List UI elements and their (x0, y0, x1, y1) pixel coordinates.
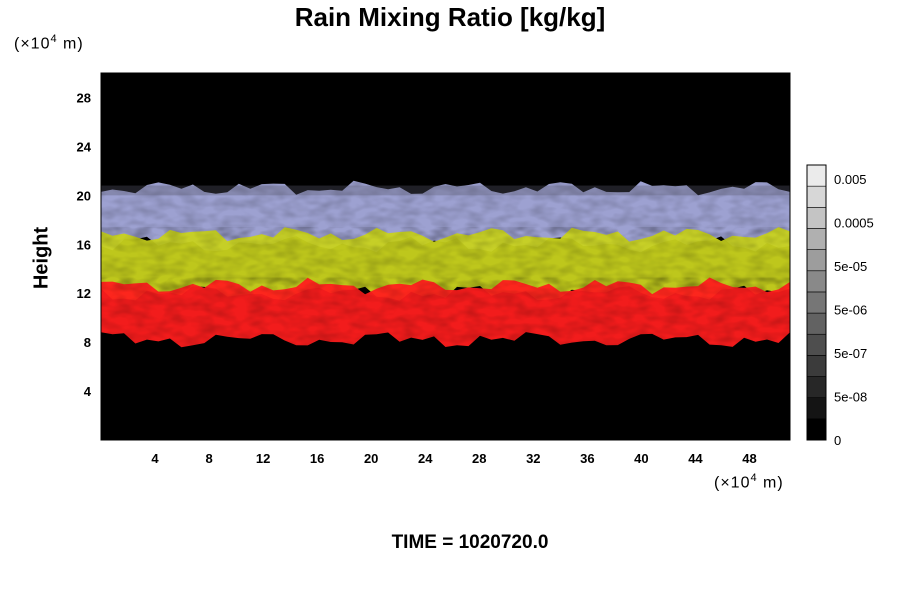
y-tick-label: 20 (77, 188, 91, 203)
x-axis-unit: (×104 m) (714, 472, 784, 492)
x-unit-suffix: m) (757, 474, 784, 492)
y-tick-label: 12 (77, 286, 91, 301)
x-tick-label: 40 (634, 451, 648, 466)
time-label: TIME = 1020720.0 (391, 532, 549, 553)
x-tick-label: 8 (205, 451, 212, 466)
colorbar-tick-label: 5e-05 (834, 259, 867, 274)
layer-red-layer (101, 277, 790, 348)
x-tick-label: 28 (472, 451, 486, 466)
colorbar-swatch (806, 207, 827, 229)
y-unit-prefix: (×10 (14, 35, 51, 53)
colorbar-swatch (806, 312, 827, 335)
colorbar-swatch (806, 333, 827, 356)
x-tick-label: 44 (688, 451, 703, 466)
colorbar-tick-label: 0 (834, 433, 841, 448)
x-unit-exponent: 4 (750, 472, 758, 484)
y-tick-label: 4 (84, 384, 92, 399)
plot-frame (100, 72, 791, 441)
colorbar-tick-label: 5e-06 (834, 303, 867, 318)
plot-area (100, 72, 791, 441)
colorbar-tick-label: 5e-07 (834, 346, 867, 361)
chart-title: Rain Mixing Ratio [kg/kg] (294, 2, 606, 32)
colorbar-swatch (806, 270, 827, 293)
y-axis-unit: (×104 m) (14, 33, 84, 53)
colorbar-swatch (806, 228, 827, 250)
x-tick-label: 36 (580, 451, 594, 466)
y-unit-exponent: 4 (50, 33, 58, 45)
y-unit-suffix: m) (57, 35, 84, 53)
x-tick-label: 4 (151, 451, 159, 466)
x-tick-label: 32 (526, 451, 540, 466)
colorbar-swatch (806, 397, 827, 420)
colorbar-frame (806, 164, 827, 441)
y-tick-label: 28 (77, 90, 91, 105)
colorbar-swatch (806, 185, 827, 208)
x-tick-label: 16 (310, 451, 324, 466)
x-tick-labels: 4 8 12 16 20 24 28 32 36 40 44 48 (151, 451, 756, 466)
colorbar-tick-label: 0.0005 (834, 216, 874, 231)
y-tick-label: 24 (77, 139, 92, 154)
x-tick-label: 48 (742, 451, 756, 466)
y-tick-label: 8 (84, 335, 91, 350)
colorbar-swatch (806, 249, 827, 272)
colorbar-swatch (806, 291, 827, 314)
colorbar-swatch (806, 164, 827, 187)
x-tick-label: 12 (256, 451, 270, 466)
y-tick-labels: 4 8 12 16 20 24 28 (77, 90, 92, 399)
colorbar-swatch (806, 355, 827, 377)
colorbar-tick-label: 0.005 (834, 172, 867, 187)
colorbar-swatch (806, 418, 827, 441)
haze-top (101, 185, 790, 196)
colorbar-tick-label: 5e-08 (834, 390, 867, 405)
x-tick-label: 20 (364, 451, 378, 466)
x-tick-label: 24 (418, 451, 433, 466)
colorbar-swatch (806, 376, 827, 398)
colorbar: 0.005 0.0005 5e-05 5e-06 5e-07 5e-08 0 (806, 164, 874, 448)
x-unit-prefix: (×10 (714, 474, 751, 492)
y-tick-label: 16 (77, 237, 91, 252)
